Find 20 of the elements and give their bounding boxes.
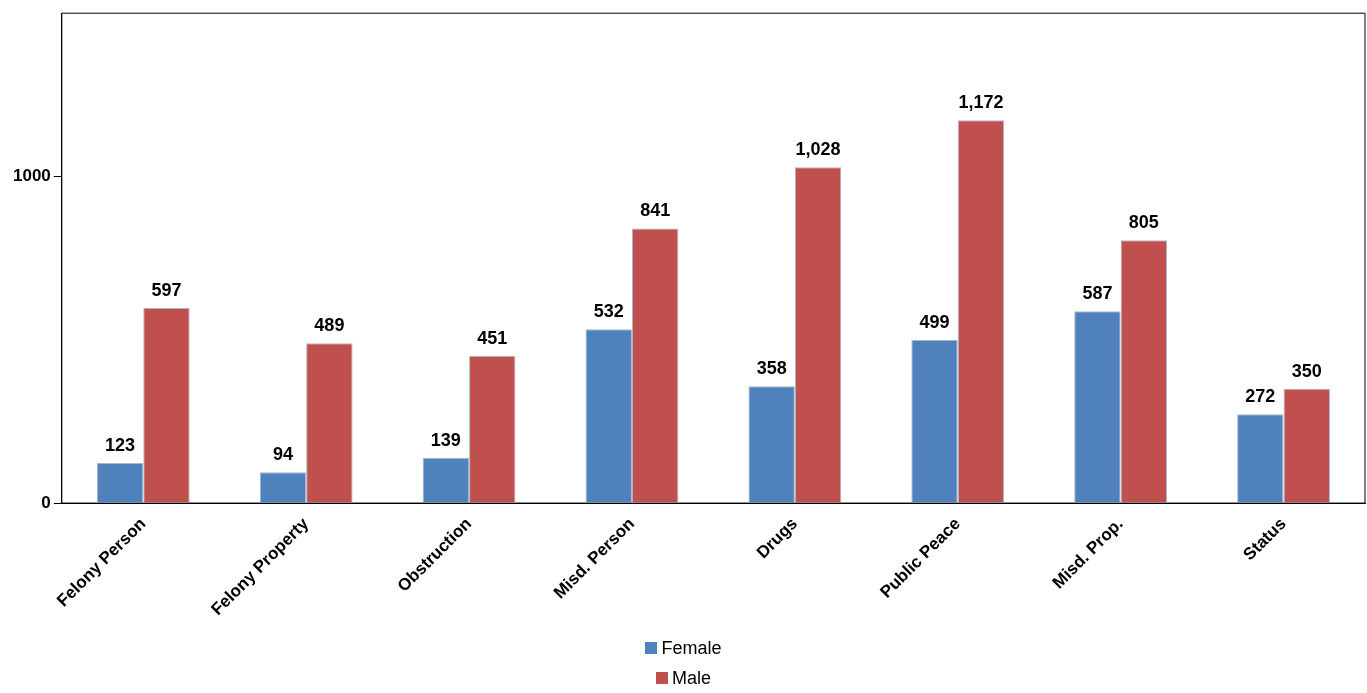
y-tick-label: 1000 xyxy=(12,166,51,186)
data-label: 841 xyxy=(640,200,671,221)
y-tick-label: 0 xyxy=(41,492,51,512)
data-label: 350 xyxy=(1291,360,1322,381)
data-label: 451 xyxy=(477,327,508,348)
data-label: 139 xyxy=(430,429,461,450)
legend-label: Male xyxy=(671,667,711,689)
data-label: 532 xyxy=(593,301,624,322)
data-label: 123 xyxy=(105,434,136,455)
data-label: 805 xyxy=(1128,212,1159,233)
data-label: 94 xyxy=(272,444,293,465)
legend-label: Female xyxy=(661,637,722,659)
data-label: 499 xyxy=(919,312,950,333)
data-label: 272 xyxy=(1245,386,1276,407)
data-label: 489 xyxy=(314,315,345,336)
data-label: 587 xyxy=(1082,283,1113,304)
data-label: 1,028 xyxy=(795,139,841,160)
data-label: 597 xyxy=(151,280,182,301)
data-label: 358 xyxy=(756,358,787,379)
data-label: 1,172 xyxy=(958,92,1004,113)
